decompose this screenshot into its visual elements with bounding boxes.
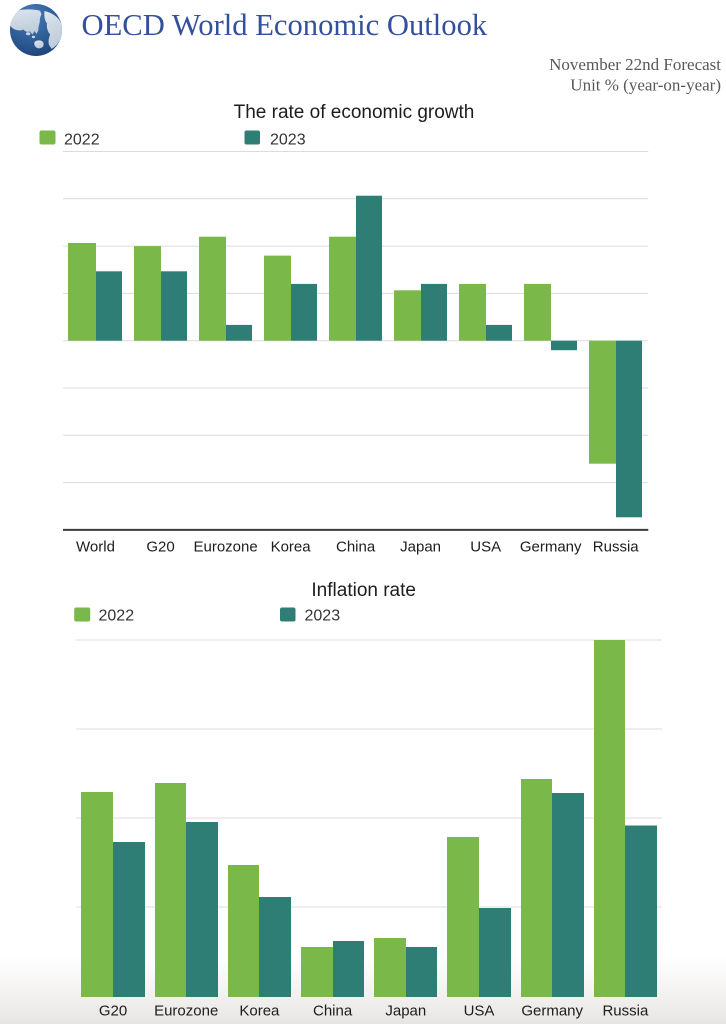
svg-text:USA: USA: [464, 1003, 495, 1020]
svg-text:Eurozone: Eurozone: [193, 539, 257, 556]
svg-text:G20: G20: [99, 1003, 127, 1020]
svg-text:Russia: Russia: [602, 1003, 649, 1020]
svg-text:November 22nd Forecast: November 22nd Forecast: [549, 55, 721, 74]
svg-text:Inflation rate: Inflation rate: [311, 580, 416, 601]
svg-text:2022: 2022: [64, 132, 100, 149]
svg-text:2023: 2023: [305, 608, 341, 625]
svg-text:Japan: Japan: [385, 1003, 426, 1020]
svg-text:China: China: [336, 539, 376, 556]
svg-text:USA: USA: [470, 539, 501, 556]
svg-text:2022: 2022: [99, 608, 135, 625]
svg-text:Russia: Russia: [593, 539, 640, 556]
svg-text:OECD World Economic Outlook: OECD World Economic Outlook: [82, 8, 488, 42]
svg-text:Germany: Germany: [521, 1003, 583, 1020]
svg-text:Unit % (year-on-year): Unit % (year-on-year): [570, 76, 721, 95]
svg-text:World: World: [76, 539, 115, 556]
svg-text:G20: G20: [146, 539, 174, 556]
svg-text:Korea: Korea: [271, 539, 312, 556]
svg-text:Germany: Germany: [520, 539, 582, 556]
svg-text:2023: 2023: [270, 132, 306, 149]
svg-text:Eurozone: Eurozone: [154, 1003, 218, 1020]
svg-text:Korea: Korea: [239, 1003, 280, 1020]
svg-text:The rate of economic growth: The rate of economic growth: [234, 102, 475, 123]
svg-text:China: China: [313, 1003, 353, 1020]
svg-text:Japan: Japan: [400, 539, 441, 556]
